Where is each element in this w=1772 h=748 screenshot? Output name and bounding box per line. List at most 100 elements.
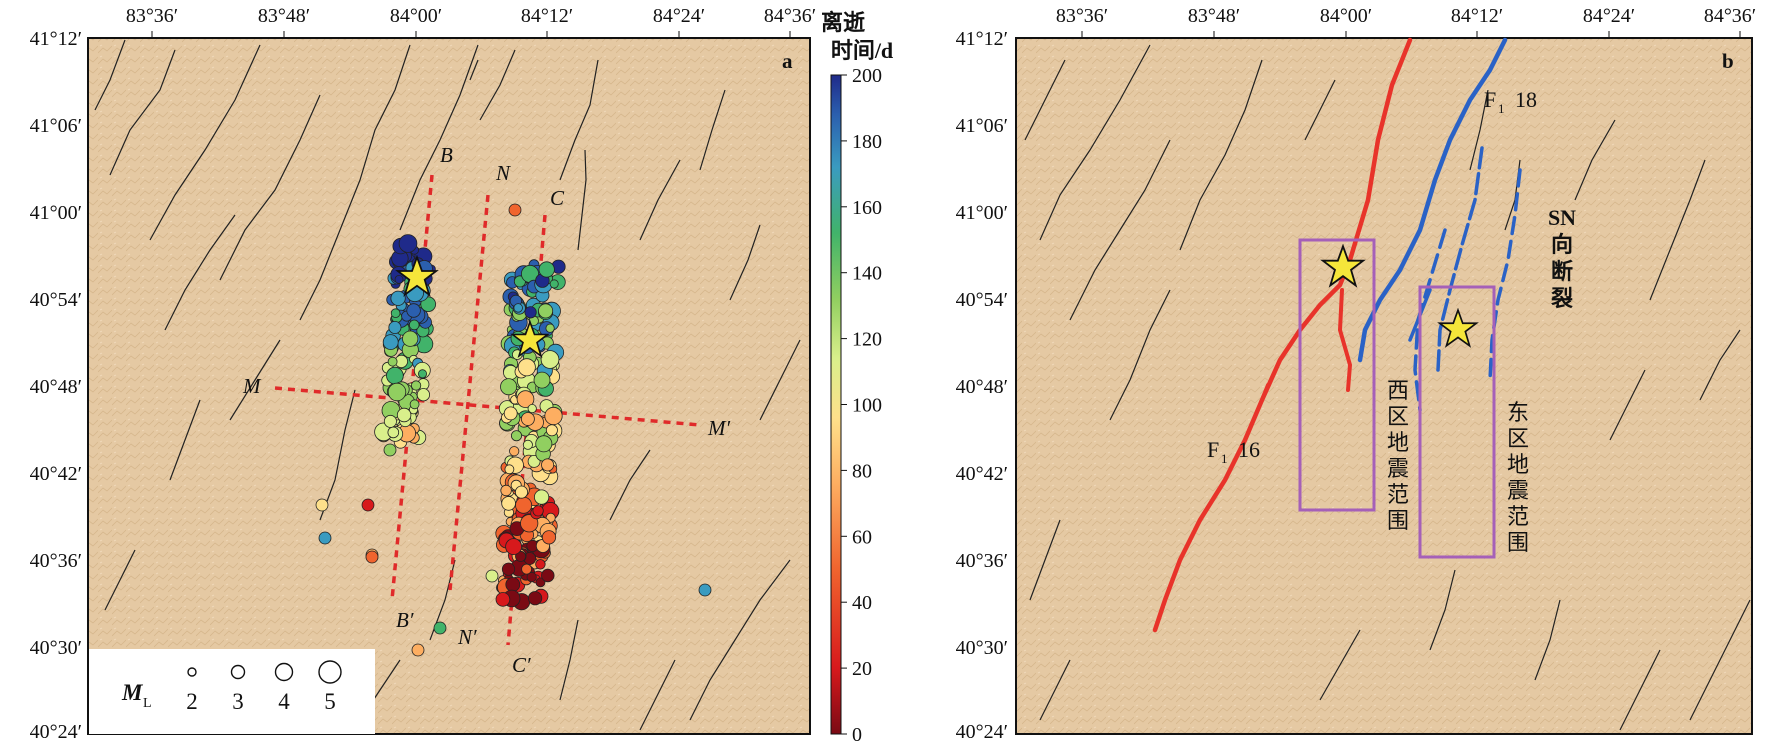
east-zone-label-1: 区 — [1507, 426, 1529, 451]
east-zone-box — [1418, 285, 1496, 559]
earthquake-event — [396, 407, 412, 423]
earthquake-event — [398, 234, 418, 253]
lon-tick-84-24-b: 84°24′ — [1583, 5, 1635, 27]
earthquake-event — [406, 303, 421, 318]
colorbar-tick-label: 0 — [852, 724, 862, 746]
magnitude-value-4: 4 — [278, 689, 290, 714]
fault-f18-branch-4 — [1408, 288, 1432, 342]
fault-traces-b — [1024, 44, 1751, 731]
lon-tick-84-12-a: 84°12′ — [521, 5, 573, 27]
lat-tick-41-06-b: 41°06′ — [956, 115, 1008, 137]
lat-tick-40-48-b: 40°48′ — [956, 376, 1008, 398]
fault-f16-seg — [1260, 383, 1270, 402]
fault-f16-branch — [1337, 288, 1353, 392]
lat-tick-40-42-b: 40°42′ — [956, 463, 1008, 485]
magnitude-value-5: 5 — [324, 689, 336, 714]
earthquake-event — [541, 568, 555, 583]
magnitude-legend: M L 2 3 4 5 — [89, 649, 375, 734]
earthquake-event — [402, 330, 419, 347]
lon-tick-84-00-a: 84°00′ — [390, 5, 442, 27]
west-zone-label-2: 地 — [1387, 430, 1409, 455]
earthquake-event — [544, 406, 563, 426]
earthquake-event — [526, 571, 537, 583]
earthquake-event — [394, 274, 404, 284]
earthquake-event — [365, 550, 379, 564]
lon-tick-84-36-a: 84°36′ — [764, 5, 816, 27]
sn-fault-label: SN 向 断 裂 — [1548, 205, 1576, 311]
profile-label-b: B — [440, 143, 453, 167]
lat-tick-41-00-b: 41°00′ — [956, 202, 1008, 224]
east-zone-label: 东 区 地 震 范 围 — [1507, 400, 1529, 555]
profile-label-c-prime: C′ — [512, 653, 531, 677]
earthquake-event — [515, 496, 533, 514]
earthquake-event — [383, 443, 397, 457]
earthquake-event — [390, 308, 401, 319]
earthquake-event — [535, 559, 546, 570]
lon-tick-83-48-a: 83°48′ — [258, 5, 310, 27]
west-zone-label-3: 震 — [1387, 456, 1409, 481]
lat-tick-41-06-a: 41°06′ — [30, 115, 82, 137]
lon-tick-84-24-a: 84°24′ — [653, 5, 705, 27]
colorbar-tick-label: 120 — [852, 329, 882, 351]
earthquake-event — [541, 530, 557, 545]
earthquake-event — [387, 356, 398, 367]
profile-line-mm — [274, 386, 701, 427]
earthquake-event — [505, 577, 521, 592]
magnitude-circle-3 — [230, 664, 246, 680]
earthquake-event — [535, 577, 546, 588]
lon-ticks-b: 83°36′ 83°48′ 84°00′ 84°12′ 84°24′ 84°36… — [1056, 5, 1756, 38]
earthquake-event — [520, 514, 539, 533]
lat-tick-40-36-b: 40°36′ — [956, 550, 1008, 572]
panel-a: B B′ N N′ C C′ M M′ a 83°36′ 83°48′ 84°0… — [30, 5, 894, 746]
lat-tick-40-24-a: 40°24′ — [30, 721, 82, 743]
lon-tick-84-36-b: 84°36′ — [1704, 5, 1756, 27]
profile-line-nn — [448, 194, 490, 591]
earthquake-event — [533, 371, 551, 389]
earthquake-event — [410, 380, 422, 391]
east-zone-label-5: 围 — [1507, 530, 1529, 555]
earthquake-event — [521, 412, 535, 426]
earthquake-event — [538, 261, 555, 278]
profile-label-n-prime: N′ — [457, 625, 477, 649]
sn-fault-label-0: SN — [1548, 205, 1576, 230]
fault-label-f16-num: 16 — [1238, 437, 1260, 462]
magnitude-legend-label: M — [121, 680, 144, 705]
east-zone-label-0: 东 — [1507, 400, 1529, 425]
lon-tick-84-00-b: 84°00′ — [1320, 5, 1372, 27]
earthquake-event — [540, 350, 560, 369]
lon-ticks-a: 83°36′ 83°48′ 84°00′ 84°12′ 84°24′ 84°36… — [126, 5, 816, 38]
fault-label-f18-num: 18 — [1515, 87, 1537, 112]
earthquake-event — [538, 303, 554, 319]
earthquake-event — [411, 643, 425, 657]
magnitude-circle-2 — [187, 667, 197, 677]
earthquake-event — [382, 334, 399, 351]
lat-tick-40-54-a: 40°54′ — [30, 289, 82, 311]
fault-f16 — [1152, 37, 1413, 633]
earthquake-event — [527, 403, 537, 414]
west-zone-label-0: 西 — [1387, 378, 1409, 403]
lon-tick-83-36-a: 83°36′ — [126, 5, 178, 27]
panel-a-label: a — [782, 49, 793, 73]
earthquake-scatter — [315, 203, 712, 657]
earthquake-event — [500, 378, 518, 396]
earthquake-event — [535, 435, 553, 453]
earthquake-event — [516, 390, 535, 408]
earthquake-event — [532, 505, 544, 517]
map-a-background — [87, 37, 811, 735]
map-b-background — [1015, 37, 1753, 735]
lat-tick-40-30-a: 40°30′ — [30, 637, 82, 659]
earthquake-event — [517, 358, 536, 377]
earthquake-event — [315, 498, 329, 512]
colorbar-gradient — [830, 74, 842, 735]
lat-tick-40-36-a: 40°36′ — [30, 550, 82, 572]
lat-tick-40-30-b: 40°30′ — [956, 637, 1008, 659]
lon-tick-84-12-b: 84°12′ — [1451, 5, 1503, 27]
earthquake-event — [513, 303, 523, 313]
east-zone-label-2: 地 — [1507, 452, 1529, 477]
colorbar-tick-label: 180 — [852, 131, 882, 153]
earthquake-event — [500, 484, 512, 497]
earthquake-event — [485, 569, 499, 583]
colorbar-tick-label: 80 — [852, 460, 872, 482]
earthquake-event — [390, 290, 406, 306]
